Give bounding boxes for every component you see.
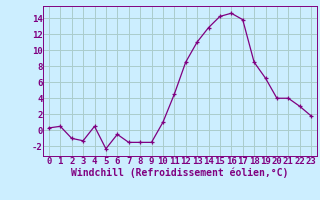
X-axis label: Windchill (Refroidissement éolien,°C): Windchill (Refroidissement éolien,°C) <box>71 167 289 178</box>
